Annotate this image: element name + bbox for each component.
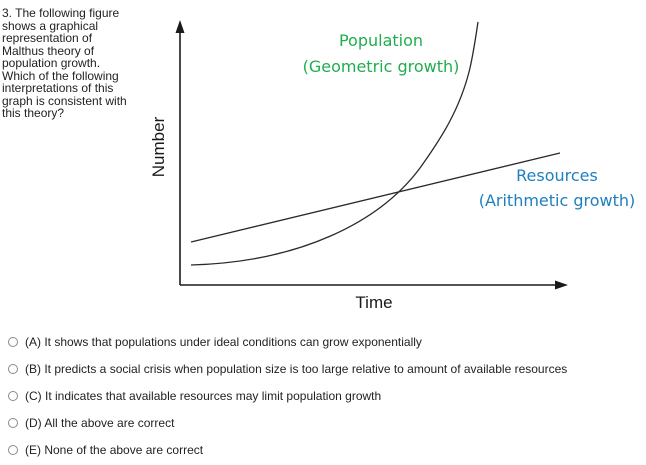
option-e[interactable]: (E) None of the above are correct [8, 440, 203, 460]
y-axis-label: Number [149, 116, 168, 177]
population-curve [190, 21, 479, 266]
resources-label-line-2: (Arithmetic growth) [479, 191, 636, 210]
radio-button[interactable] [8, 445, 18, 455]
option-c[interactable]: (C) It indicates that available resource… [8, 386, 381, 406]
option-label: (E) None of the above are correct [25, 443, 204, 457]
option-a[interactable]: (A) It shows that populations under idea… [8, 332, 422, 352]
question-text: 3. The following figure shows a graphica… [2, 6, 127, 120]
malthus-diagram: Number Time Population (Geometric growth… [149, 20, 636, 312]
option-d[interactable]: (D) All the above are correct [8, 413, 174, 433]
x-axis-arrow [555, 280, 568, 290]
radio-button[interactable] [8, 364, 18, 374]
y-axis-arrow [175, 20, 185, 33]
x-axis-label: Time [355, 293, 392, 312]
population-label-line-2: (Geometric growth) [303, 57, 460, 76]
radio-button[interactable] [8, 418, 18, 428]
option-label: (C) It indicates that available resource… [25, 389, 382, 403]
radio-button[interactable] [8, 391, 18, 401]
radio-button[interactable] [8, 337, 18, 347]
resources-label-line-1: Resources [516, 166, 598, 185]
option-label: (B) It predicts a social crisis when pop… [25, 362, 568, 376]
population-label-line-1: Population [339, 31, 423, 50]
option-b[interactable]: (B) It predicts a social crisis when pop… [8, 359, 567, 379]
option-label: (A) It shows that populations under idea… [25, 335, 422, 349]
resources-line [190, 152, 561, 243]
option-label: (D) All the above are correct [25, 416, 175, 430]
